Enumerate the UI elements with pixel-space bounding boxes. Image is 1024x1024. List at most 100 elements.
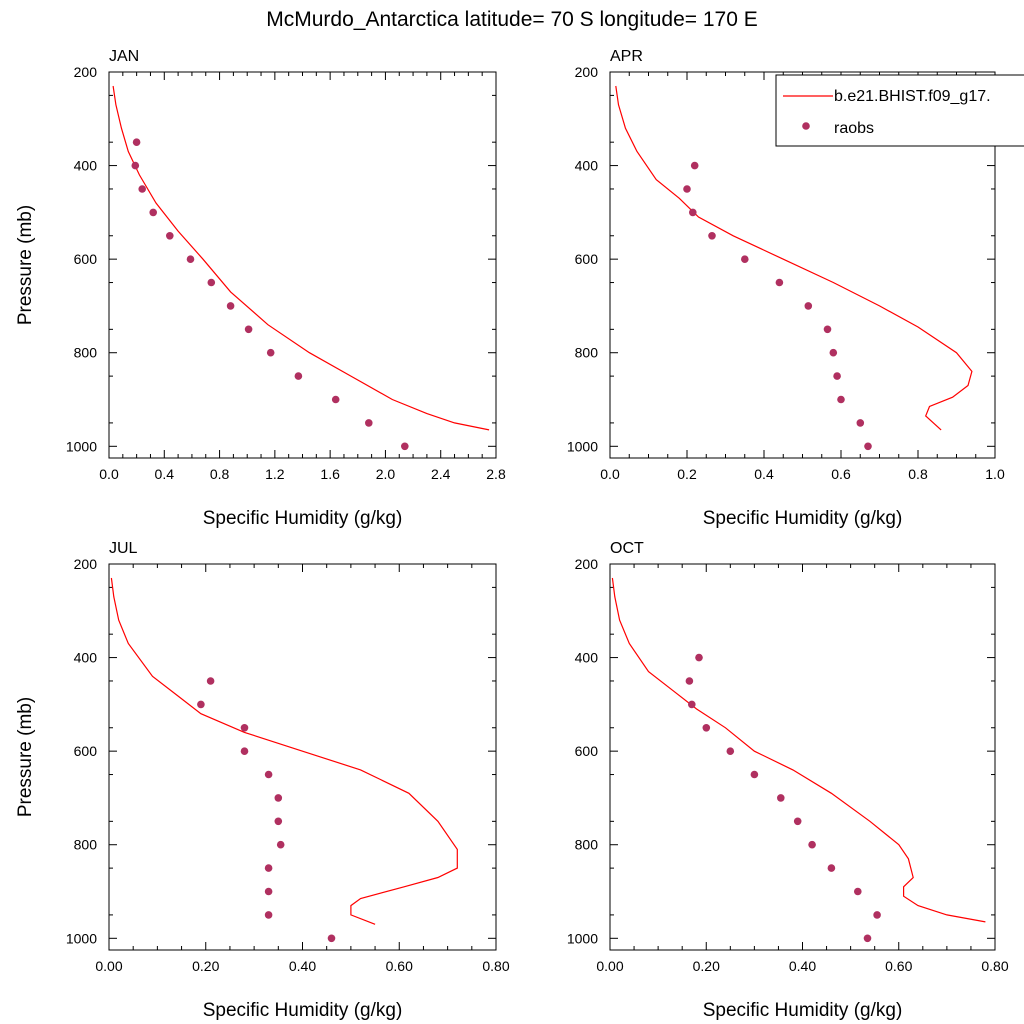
plot-frame [108, 71, 497, 459]
y-tick-label: 1000 [66, 438, 97, 454]
x-tick-label: 0.60 [885, 958, 912, 974]
data-point-raobs [726, 747, 735, 755]
y-tick-label: 1000 [567, 438, 598, 454]
y-tick-label: 200 [74, 556, 98, 572]
data-point-raobs [274, 794, 283, 802]
x-tick-label: 0.20 [192, 958, 219, 974]
data-point-raobs [207, 278, 216, 287]
data-point-raobs [777, 794, 785, 802]
plot-frame [609, 563, 996, 951]
panels: JAN 0.0 0.4 0.8 1.2 1.6 2.0 2.4 2.8 200 400 600 800 1… [15, 48, 1009, 1021]
data-point-raobs [132, 138, 141, 146]
y-tick-label: 400 [575, 650, 599, 666]
y-tick-label: 600 [575, 251, 599, 267]
data-point-raobs [274, 817, 283, 826]
data-point-raobs [264, 887, 273, 896]
data-point-raobs [197, 700, 205, 709]
x-tick-label: 0.20 [693, 958, 720, 974]
data-point-raobs [688, 700, 696, 709]
x-tick-label: 0.8 [210, 466, 230, 482]
data-point-raobs [226, 302, 235, 310]
x-tick-label: 0.00 [596, 958, 623, 974]
data-point-raobs [804, 302, 813, 310]
x-tick-label: 0.4 [155, 466, 175, 482]
data-point-raobs [294, 372, 303, 380]
y-tick-label: 800 [575, 345, 599, 361]
x-tick-label: 0.0 [99, 466, 119, 482]
figure-title: McMurdo_Antarctica latitude= 70 S longit… [266, 8, 757, 31]
data-point-raobs [206, 677, 215, 685]
data-point-raobs [149, 208, 157, 217]
data-point-raobs [240, 747, 249, 755]
data-point-raobs [264, 864, 273, 872]
y-axis-label: Pressure (mb) [15, 697, 36, 817]
x-axis-label: Specific Humidity (g/kg) [203, 508, 403, 529]
data-point-raobs [823, 325, 832, 334]
series-line-model [110, 577, 458, 925]
data-point-raobs [365, 419, 373, 427]
data-point-raobs [138, 185, 146, 193]
x-tick-label: 2.0 [376, 466, 396, 482]
data-point-raobs [244, 325, 253, 334]
data-point-raobs [808, 840, 816, 849]
x-tick-label: 0.6 [831, 466, 851, 482]
panel-title: JAN [109, 48, 139, 65]
data-point-raobs [690, 161, 699, 170]
data-point-raobs [266, 348, 275, 357]
data-point-raobs [401, 442, 409, 451]
x-tick-label: 0.80 [981, 958, 1008, 974]
panel-title: OCT [610, 540, 644, 557]
x-tick-label: 0.00 [95, 958, 122, 974]
data-point-raobs [827, 864, 836, 872]
data-point-raobs [331, 395, 340, 404]
x-tick-label: 2.8 [486, 466, 506, 482]
y-tick-label: 400 [74, 650, 98, 666]
data-point-raobs [863, 934, 872, 943]
x-axis-label: Specific Humidity (g/kg) [703, 508, 903, 529]
data-point-raobs [708, 232, 716, 240]
legend: b.e21.BHIST.f09_g17.raobs [775, 74, 1024, 147]
data-point-raobs [240, 724, 249, 732]
x-tick-label: 1.2 [265, 466, 285, 482]
y-tick-label: 200 [575, 64, 599, 80]
data-point-raobs [854, 887, 862, 896]
y-tick-label: 800 [74, 345, 98, 361]
data-point-raobs [131, 161, 140, 170]
panel-title: JUL [109, 540, 138, 557]
y-tick-label: 1000 [66, 930, 97, 946]
data-point-raobs [264, 911, 273, 919]
data-point-raobs [864, 442, 872, 451]
data-point-raobs [685, 677, 694, 685]
y-tick-label: 1000 [567, 930, 598, 946]
y-tick-label: 200 [575, 556, 599, 572]
data-point-raobs [276, 840, 285, 849]
data-point-raobs [837, 395, 845, 404]
data-point-raobs [264, 770, 273, 779]
panel-jul: JUL 0.00 0.20 0.40 0.60 0.80 200 400 600 800 1000 S… [15, 540, 510, 1021]
y-tick-label: 400 [575, 158, 599, 174]
x-tick-label: 0.80 [482, 958, 509, 974]
data-point-raobs [702, 724, 711, 732]
panel-oct: OCT 0.00 0.20 0.40 0.60 0.80 200 400 600 800 1000 S… [567, 540, 1009, 1021]
y-tick-label: 600 [575, 743, 599, 759]
y-tick-label: 600 [74, 743, 98, 759]
x-tick-label: 1.6 [320, 466, 340, 482]
legend-label-model: b.e21.BHIST.f09_g17. [834, 88, 991, 105]
data-point-raobs [793, 817, 802, 826]
data-point-raobs [750, 770, 759, 779]
x-axis-label: Specific Humidity (g/kg) [703, 1000, 903, 1021]
data-point-raobs [186, 255, 195, 263]
data-point-raobs [689, 208, 697, 217]
data-point-raobs [683, 185, 691, 193]
x-tick-label: 2.4 [431, 466, 451, 482]
data-point-raobs [327, 934, 336, 943]
series-line-model [611, 577, 986, 923]
series-line-model [615, 85, 973, 431]
data-point-raobs [856, 419, 865, 427]
data-point-raobs [873, 911, 881, 919]
series-line-model [112, 85, 490, 431]
x-tick-label: 0.4 [754, 466, 774, 482]
data-point-raobs [741, 255, 749, 263]
panel-title: APR [610, 48, 643, 65]
